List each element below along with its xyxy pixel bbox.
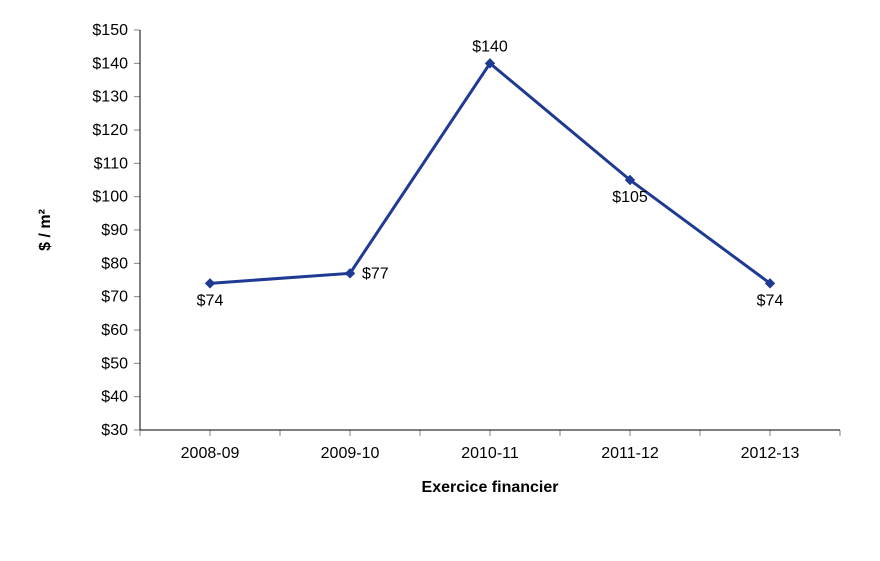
y-axis-title: $ / m² [37,209,54,251]
series-data-label: $74 [757,292,784,309]
series-data-label: $105 [612,189,648,206]
series-data-label: $140 [472,38,508,55]
y-tick-label: $40 [101,389,128,406]
y-tick-label: $60 [101,322,128,339]
series-data-label: $77 [362,265,389,282]
x-tick-label: 2008-09 [181,445,240,462]
plot-background [0,0,880,556]
y-tick-label: $150 [92,22,128,39]
x-tick-label: 2012-13 [741,445,800,462]
line-chart: $30 $40 $50 $60 $70 $80 $90 $100 $110 $120 $130 $14… [0,0,880,556]
chart-svg: $30 $40 $50 $60 $70 $80 $90 $100 $110 $120 $130 $14… [0,0,880,556]
y-tick-label: $130 [92,89,128,106]
x-tick-label: 2010-11 [461,445,519,462]
y-tick-label: $50 [101,355,128,372]
x-tick-label: 2011-12 [601,445,659,462]
series-data-label: $74 [197,292,224,309]
x-tick-label: 2009-10 [321,445,380,462]
y-tick-label: $140 [92,55,128,72]
y-tick-label: $80 [101,255,128,272]
x-axis-title: Exercice financier [422,479,559,496]
y-tick-label: $90 [101,222,128,239]
y-tick-label: $100 [92,189,128,206]
y-tick-label: $30 [101,422,128,439]
y-tick-label: $120 [92,122,128,139]
y-tick-label: $110 [94,155,129,172]
y-tick-label: $70 [101,289,128,306]
